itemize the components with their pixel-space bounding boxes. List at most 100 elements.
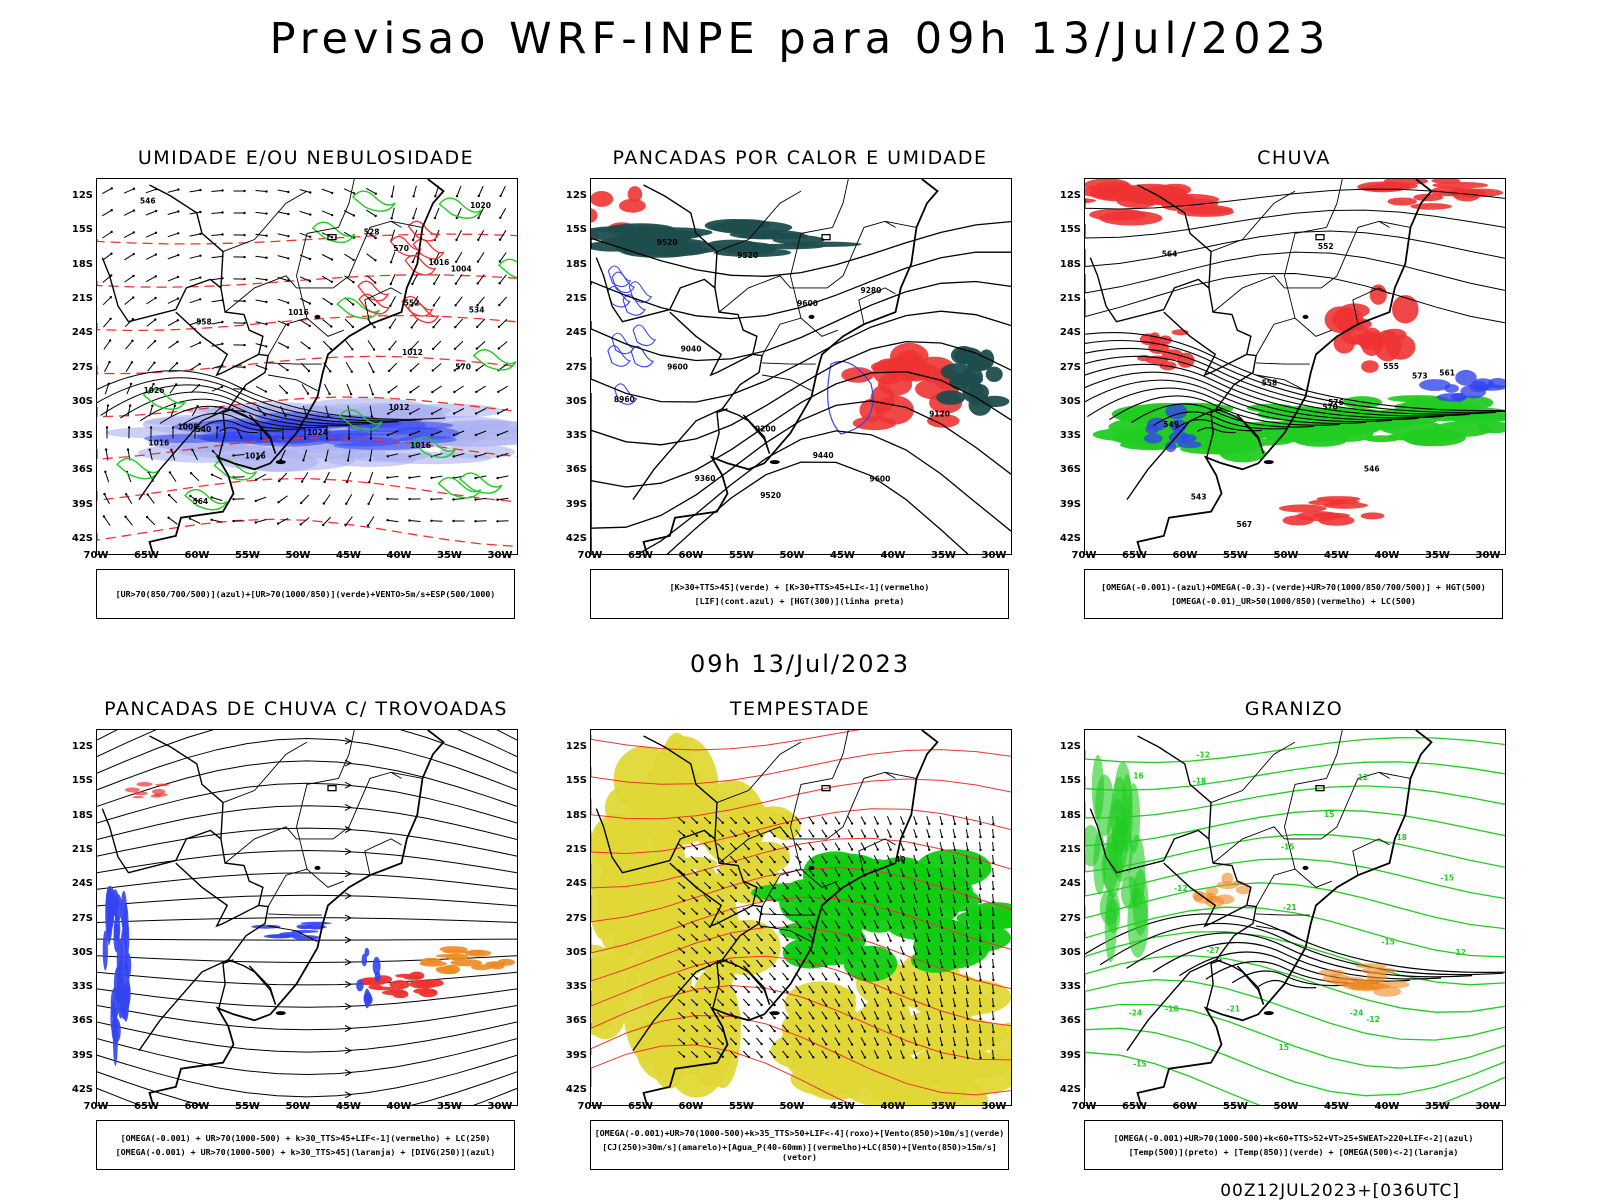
contour-line [591,730,1011,750]
wind-vector-head [683,1042,685,1044]
wind-vector-head [864,939,866,941]
wind-vector-head [889,914,891,916]
wind-vector-head [941,966,943,968]
wind-vector-head [851,835,853,837]
wind-vector-head [432,326,434,328]
wind-vector-head [902,1057,904,1059]
wind-vector-head [722,926,724,928]
wind-vector-head [498,347,500,349]
field-patch [890,343,929,370]
wind-vector-head [941,914,943,916]
wind-vector-head [474,520,476,522]
wind-vector [809,817,814,824]
wind-vector-head [825,822,827,824]
wind-vector-head [327,415,329,417]
humidity-contour [474,350,516,370]
wind-vector-head [786,861,788,863]
wind-vector-head [408,477,410,479]
wind-vector-head [915,888,917,890]
wind-vector-head [374,237,376,239]
wind-vector-head [851,926,853,928]
field-patch [450,959,482,966]
contour-line [97,275,517,287]
lon-tick-label: 35W [435,550,465,561]
field-patch [112,336,128,377]
wind-vector-head [773,874,775,876]
state-border [223,742,307,803]
wind-vector-head [307,392,309,394]
lat-tick-label: 27S [65,362,93,373]
wind-vector-head [967,901,969,903]
lon-tick-label: 65W [1120,1101,1150,1112]
wind-vector-head [374,304,376,306]
contour-label: -21 [1283,903,1297,912]
wind-vector-head [941,888,943,890]
wind-vector [368,516,374,525]
wind-vector-head [348,437,350,439]
contour-label: 570 [393,244,409,253]
wind-vector [322,189,332,193]
wind-vector-head [838,835,840,837]
wind-vector-head [864,991,866,993]
field-patch [770,1032,845,1070]
wind-vector [432,499,443,500]
reservoir [809,866,815,870]
wind-vector-head [748,1017,750,1019]
wind-vector [369,472,372,482]
state-border [833,179,849,227]
lat-tick-label: 30S [559,947,587,958]
wind-vector-head [696,978,698,980]
wind-vector-head [386,519,388,521]
lat-tick-label: 30S [1053,396,1081,407]
state-border [1327,730,1343,778]
streamline [97,828,517,856]
wind-vector [168,255,178,259]
wind-vector-head [760,822,762,824]
state-border [1256,926,1305,942]
wind-vector [391,252,395,262]
country-border [713,409,728,457]
wind-vector-head [799,978,801,980]
lon-tick-label: 45W [334,1101,364,1112]
wind-vector-head [864,835,866,837]
wind-vector [168,233,178,236]
wind-vector-head [265,212,267,214]
wind-vector-head [760,991,762,993]
wind-vector-head [683,990,685,992]
map-svg: 40 [591,730,1011,1105]
wind-vector-head [928,849,930,851]
state-border [297,778,339,869]
wind-vector-head [255,521,257,523]
wind-vector-head [928,836,930,838]
contour-line [591,252,1011,319]
state-border [827,221,895,288]
lat-tick-label: 27S [1053,362,1081,373]
wind-vector-head [786,874,788,876]
wind-vector-head [877,835,879,837]
lon-tick-label: 50W [777,550,807,561]
lon-tick-label: 50W [777,1101,807,1112]
wind-vector-head [838,1030,840,1032]
contour-label: 8960 [614,395,635,404]
wind-vector [390,296,395,306]
lon-tick-label: 35W [929,1101,959,1112]
wind-vector-head [455,239,457,241]
country-border [139,960,228,1051]
wind-vector-head [368,481,370,483]
lon-tick-label: 35W [929,550,959,561]
wind-vector-head [453,434,455,436]
wind-vector-head [434,217,436,219]
field-patch [1455,370,1477,386]
field-patch [1316,496,1360,501]
wind-vector-head [979,979,981,981]
map-panel [96,729,518,1106]
state-border [268,363,322,364]
wind-vector-head [825,952,827,954]
contour-label: 543 [1191,493,1207,502]
wind-vector [302,472,308,481]
wind-vector-head [825,887,827,889]
wind-vector [278,299,288,303]
wind-vector [169,363,177,371]
wind-vector-head [825,861,827,863]
wind-vector-head [799,822,801,824]
